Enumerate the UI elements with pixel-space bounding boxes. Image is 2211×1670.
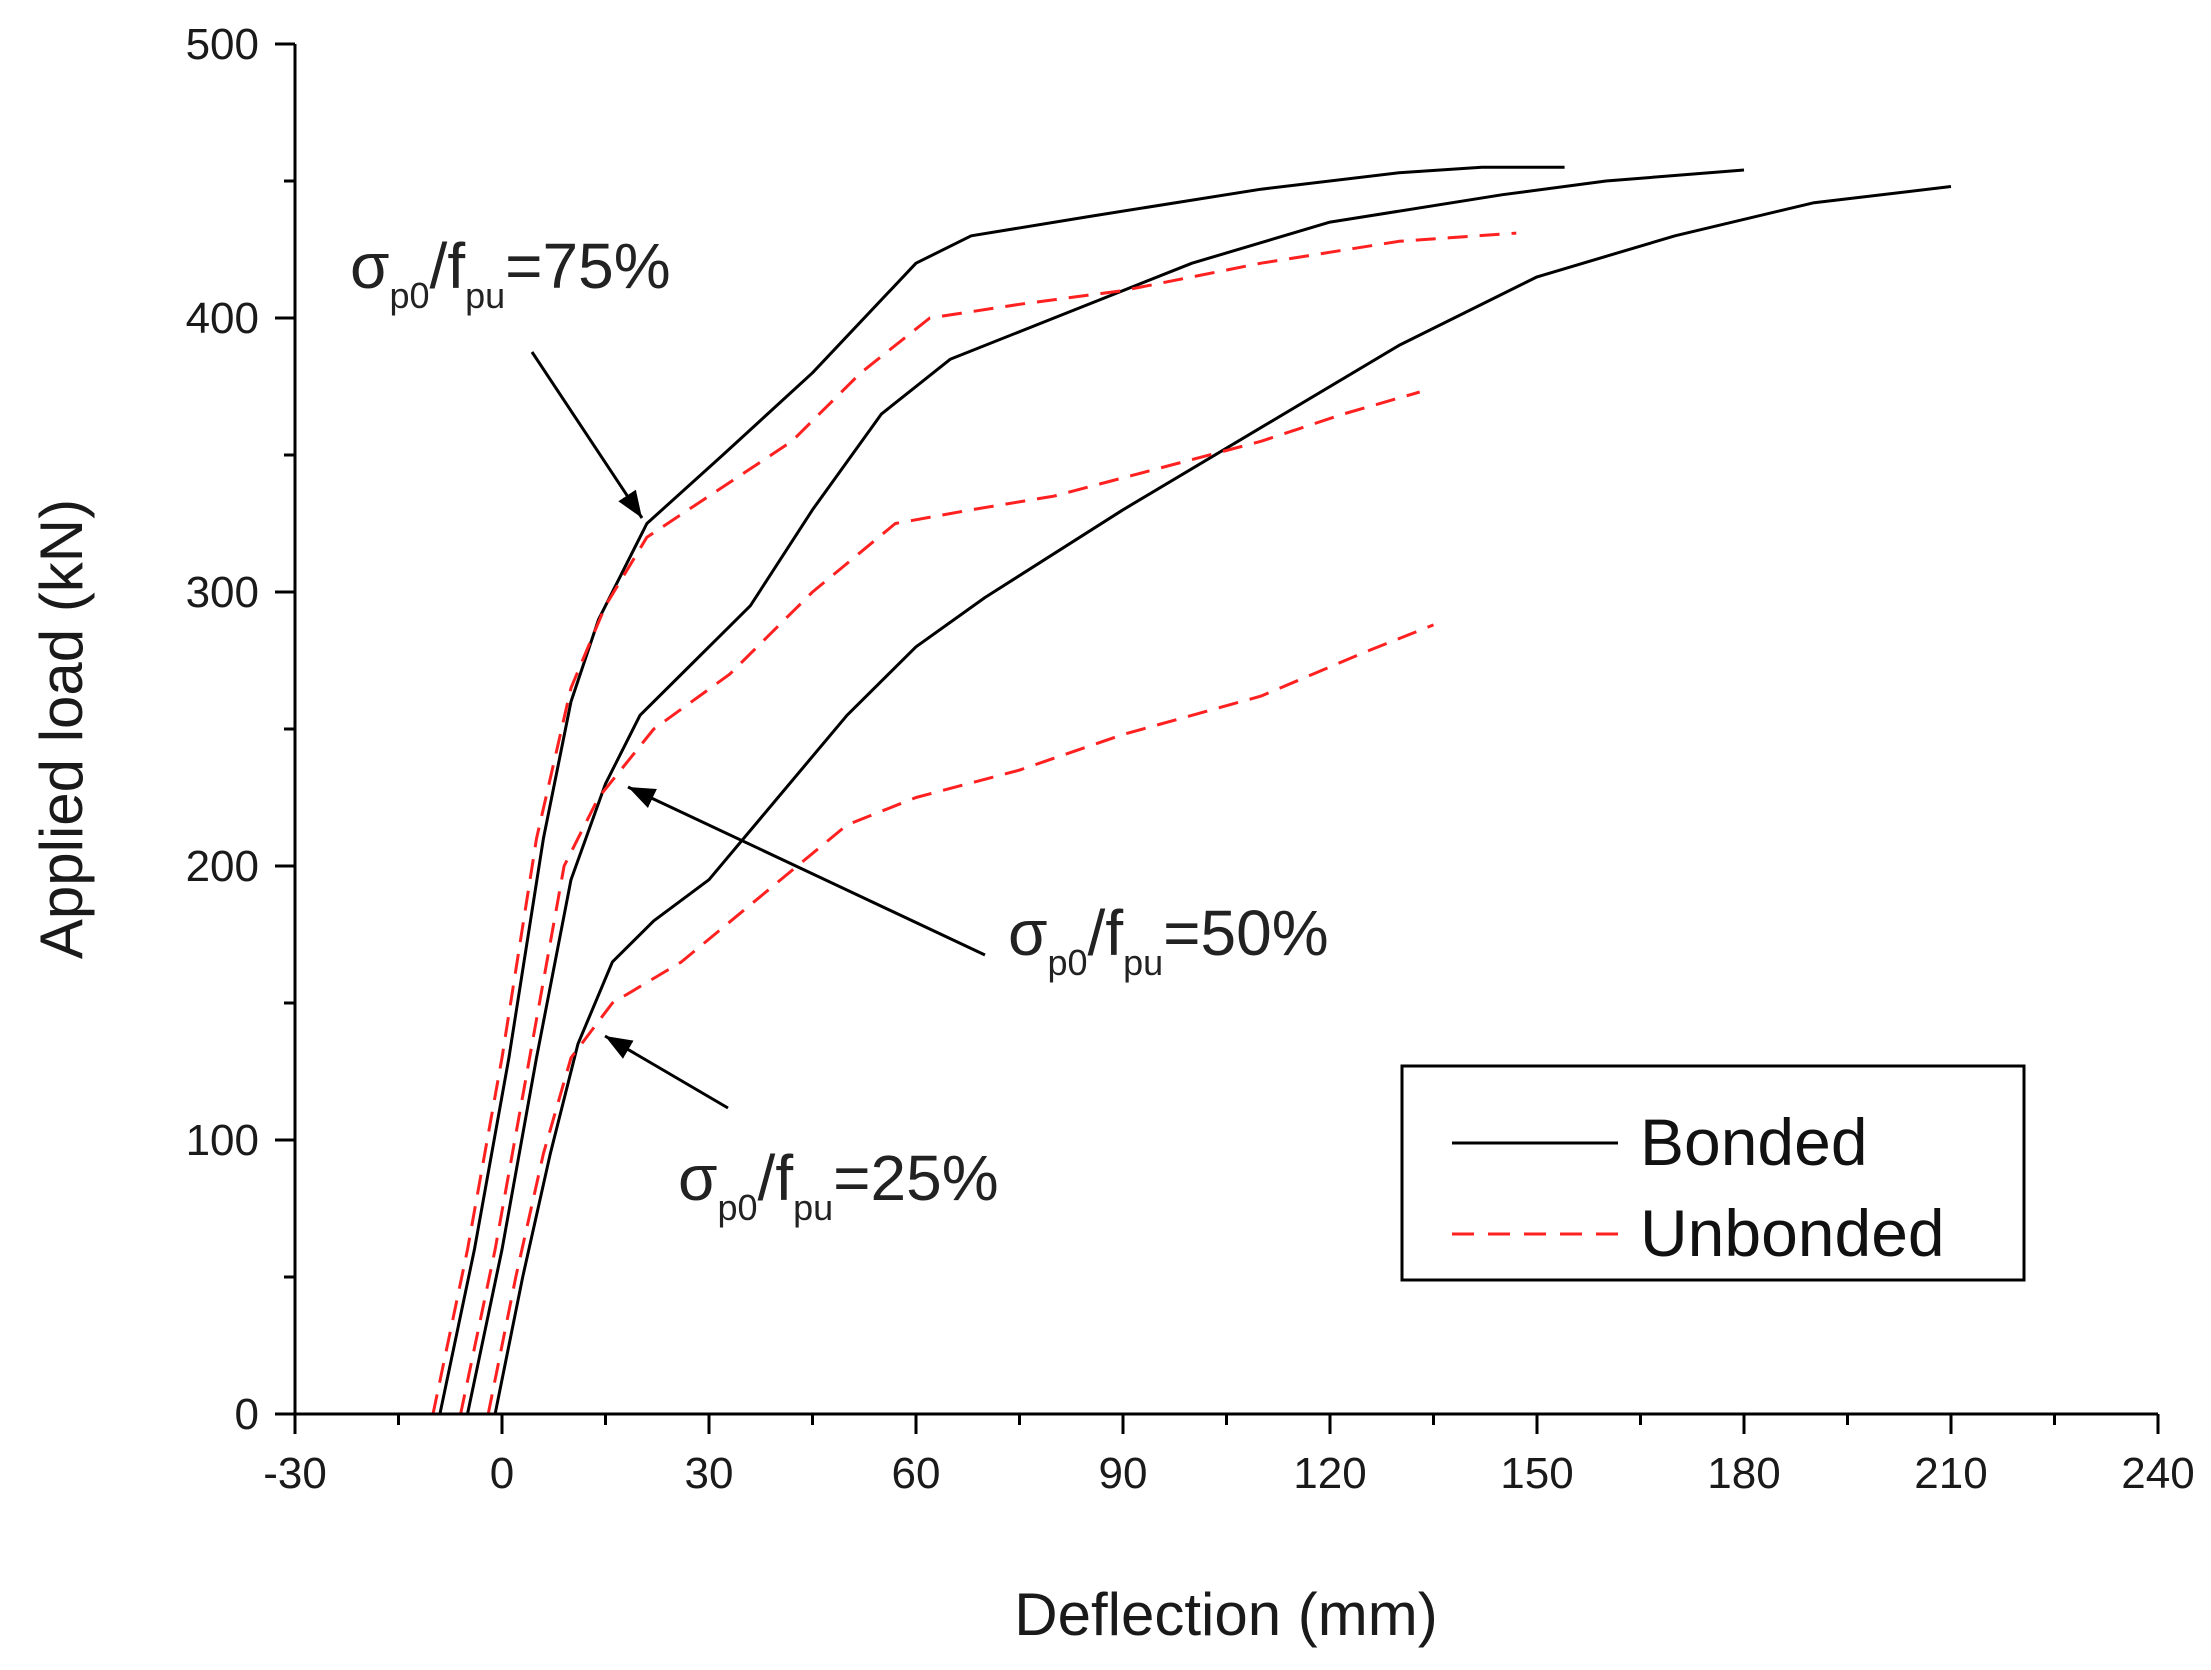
- annotation-sigma: σ: [1008, 897, 1048, 969]
- annotation-50: σp0/fpu=50%: [1008, 897, 1329, 983]
- annotation-75: σp0/fpu=75%: [350, 230, 671, 316]
- annotation-sub: pu: [1123, 942, 1163, 983]
- y-tick-label: 300: [186, 568, 259, 617]
- annotation-slash: /f: [430, 230, 466, 302]
- annotation-sub: p0: [390, 275, 430, 316]
- x-tick-label: 30: [685, 1449, 734, 1498]
- annotation-value: =50%: [1163, 897, 1328, 969]
- x-tick-label: 90: [1099, 1449, 1148, 1498]
- annotation-sub: pu: [465, 275, 505, 316]
- series-line-bonded-1: [466, 168, 1745, 1415]
- x-tick-label: 60: [892, 1449, 941, 1498]
- annotation-arrow-25: [604, 1034, 729, 1110]
- series-line-unbonded-5: [486, 623, 1435, 1415]
- x-tick-label: 0: [490, 1449, 514, 1498]
- annotation-sub: p0: [1048, 942, 1088, 983]
- y-ticks: 0 100 200 300 400 500: [186, 20, 295, 1439]
- y-axis-title: Applied load (kN): [28, 499, 95, 959]
- x-tick-label: -30: [263, 1449, 327, 1498]
- series-line-bonded-0: [438, 165, 1565, 1415]
- annotation-slash: /f: [758, 1142, 794, 1214]
- plot-lines: [431, 165, 1952, 1415]
- x-tick-label: 210: [1914, 1449, 1987, 1498]
- y-tick-label: 0: [235, 1390, 259, 1439]
- legend-label-bonded: Bonded: [1640, 1105, 1868, 1179]
- annotation-slash: /f: [1088, 897, 1124, 969]
- annotation-value: =75%: [505, 230, 670, 302]
- x-tick-label: 150: [1500, 1449, 1573, 1498]
- legend: Bonded Unbonded: [1400, 1064, 2026, 1282]
- annotation-arrow-50: [627, 785, 986, 957]
- y-tick-label: 100: [186, 1116, 259, 1165]
- y-tick-label: 400: [186, 294, 259, 343]
- x-tick-label: 120: [1293, 1449, 1366, 1498]
- annotation-value: =25%: [833, 1142, 998, 1214]
- series-line-unbonded-3: [431, 231, 1517, 1415]
- legend-label-unbonded: Unbonded: [1640, 1196, 1945, 1270]
- annotation-sub: p0: [718, 1187, 758, 1228]
- series-line-unbonded-4: [459, 390, 1421, 1415]
- x-tick-label: 240: [2121, 1449, 2194, 1498]
- x-axis-title: Deflection (mm): [1014, 1581, 1437, 1648]
- annotation-25: σp0/fpu=25%: [678, 1142, 999, 1228]
- annotation-arrow-75: [530, 351, 644, 519]
- y-tick-label: 500: [186, 20, 259, 69]
- x-tick-label: 180: [1707, 1449, 1780, 1498]
- annotation-sigma: σ: [350, 230, 390, 302]
- series-line-bonded-2: [493, 185, 1952, 1415]
- annotation-sub: pu: [793, 1187, 833, 1228]
- x-ticks: -30 0 30 60 90 120 150 180 210 240: [263, 1414, 2195, 1498]
- y-tick-label: 200: [186, 842, 259, 891]
- legend-box: [1400, 1064, 2026, 1282]
- annotation-sigma: σ: [678, 1142, 718, 1214]
